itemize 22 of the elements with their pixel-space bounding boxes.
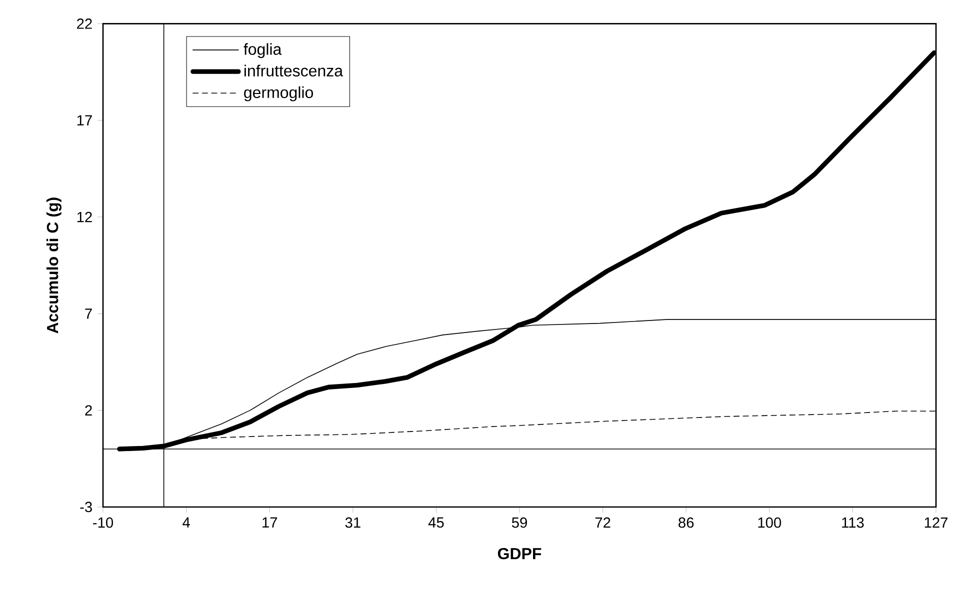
y-tick-label: 7 xyxy=(85,308,92,319)
y-axis-title: Accumulo di C (g) xyxy=(46,198,62,334)
x-tick-label: 127 xyxy=(924,517,948,528)
x-tick-label: 59 xyxy=(512,517,527,528)
legend-label: infruttescenza xyxy=(244,64,344,76)
x-tick-label: 31 xyxy=(345,517,360,528)
x-tick-label: 113 xyxy=(842,517,864,528)
legend-label: foglia xyxy=(244,43,282,58)
x-axis-title: GDPF xyxy=(498,548,542,560)
legend-label: germoglio xyxy=(244,86,313,102)
y-tick-label: 22 xyxy=(77,18,92,29)
x-tick-label: 100 xyxy=(758,517,782,528)
y-tick-label: -3 xyxy=(80,502,92,512)
y-tick-label: 17 xyxy=(77,115,92,126)
x-tick-label: -10 xyxy=(93,517,114,528)
x-tick-label: 86 xyxy=(678,517,694,528)
y-tick-label: 12 xyxy=(77,212,92,222)
x-tick-label: 45 xyxy=(428,517,444,528)
x-tick-label: 72 xyxy=(595,517,610,528)
x-tick-label: 17 xyxy=(262,517,278,528)
x-tick-label: 4 xyxy=(182,517,190,528)
y-tick-label: 2 xyxy=(85,405,92,416)
